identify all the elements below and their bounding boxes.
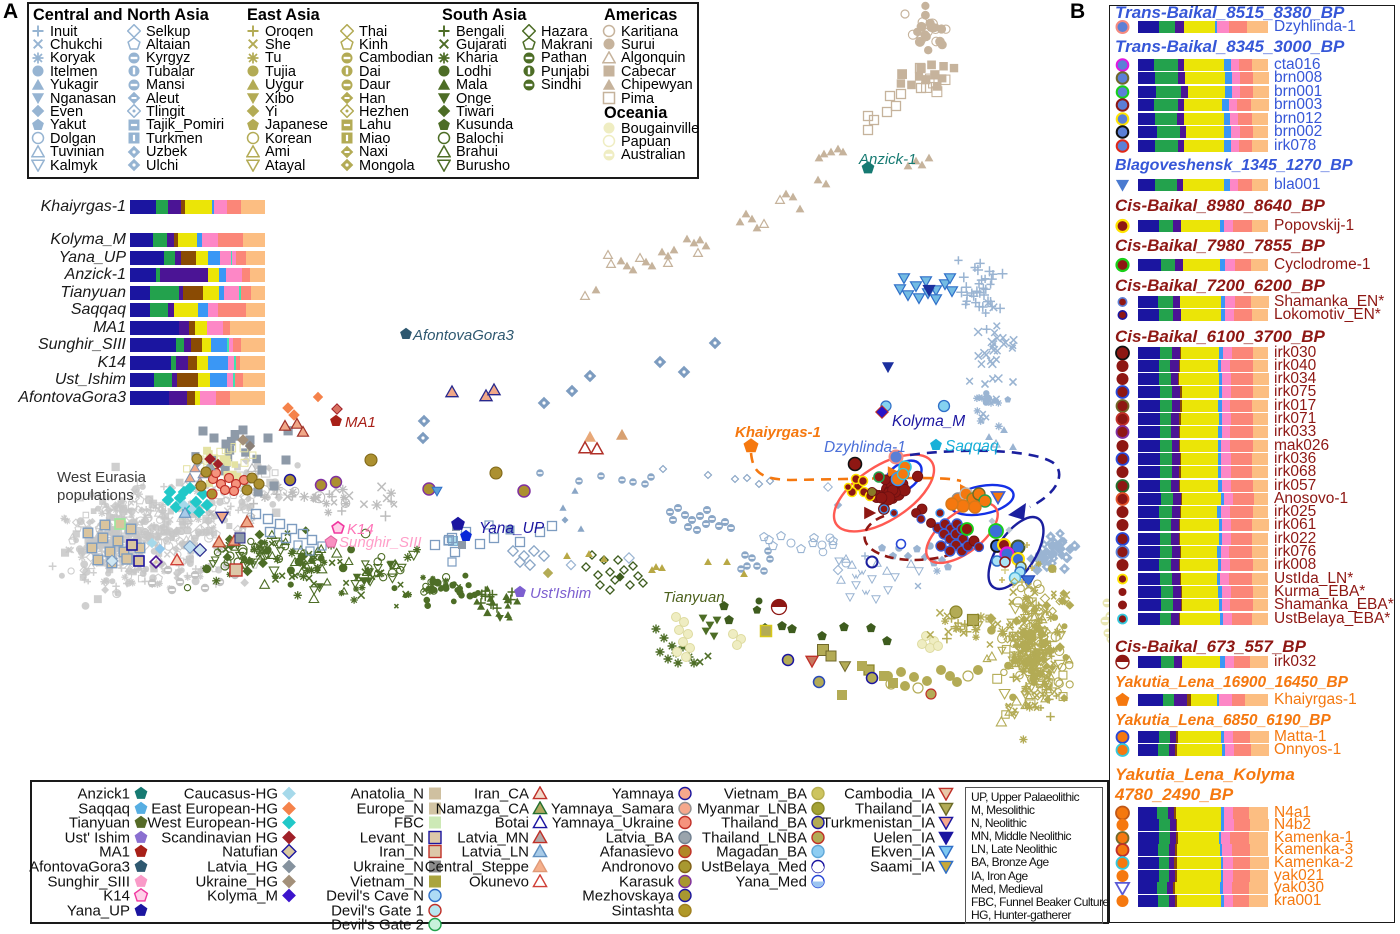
- svg-text:Saqqaq: Saqqaq: [945, 438, 999, 455]
- svg-text:Dzyhlinda-1: Dzyhlinda-1: [824, 439, 906, 456]
- svg-text:MA1: MA1: [345, 414, 376, 431]
- svg-text:Sunghir_SIII: Sunghir_SIII: [339, 534, 422, 551]
- svg-text:K14: K14: [347, 521, 374, 538]
- svg-text:Khaiyrgas-1: Khaiyrgas-1: [735, 424, 821, 441]
- svg-text:Ust'Ishim: Ust'Ishim: [530, 585, 591, 602]
- svg-text:Yana_UP: Yana_UP: [479, 520, 545, 537]
- svg-text:Tianyuan: Tianyuan: [663, 589, 725, 606]
- svg-text:West Eurasia: West Eurasia: [57, 469, 147, 486]
- svg-text:AfontovaGora3: AfontovaGora3: [412, 327, 515, 344]
- svg-text:Anzick-1: Anzick-1: [858, 151, 917, 168]
- svg-text:populations: populations: [57, 487, 134, 504]
- svg-text:Kolyma_M: Kolyma_M: [892, 413, 965, 430]
